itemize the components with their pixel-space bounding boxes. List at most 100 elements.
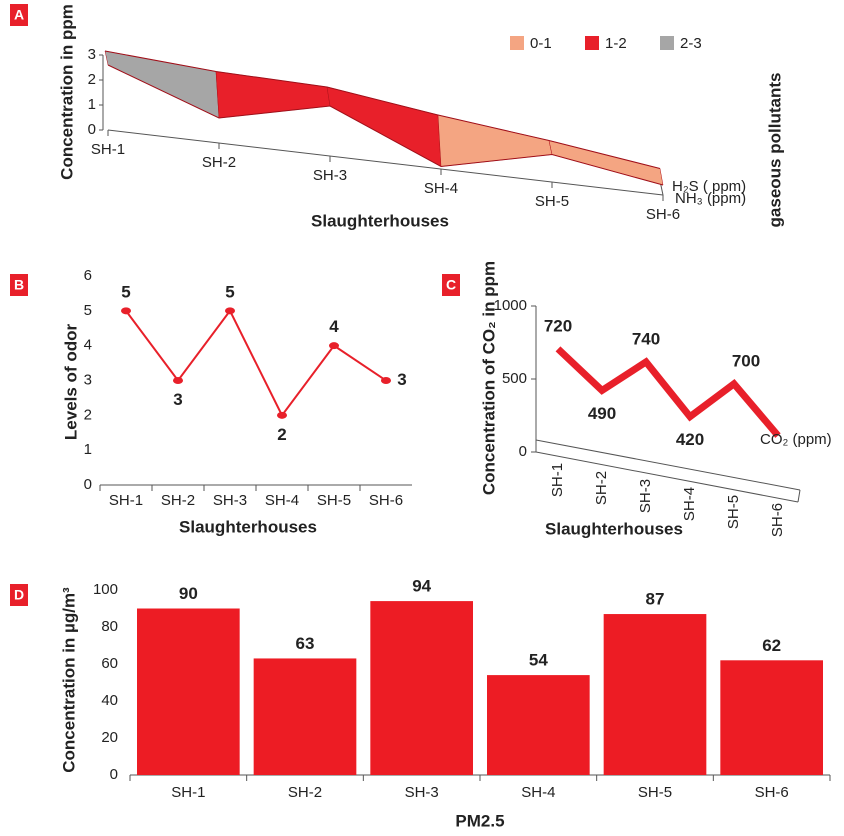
data-label: 63: [296, 634, 315, 653]
y-tick-label: 4: [84, 337, 92, 354]
y-axis-title: Levels of odor: [61, 324, 80, 441]
y-tick-label: 3: [84, 371, 92, 388]
panel-badge: [442, 274, 460, 296]
bar: [603, 614, 707, 775]
bar: [720, 660, 823, 775]
x-tick-label: SH-3: [405, 784, 439, 801]
marker: [121, 307, 131, 315]
surface-patch: [437, 114, 553, 167]
data-label: 62: [762, 636, 781, 655]
x-tick-label: SH-6: [755, 784, 789, 801]
x-tick-label: SH-2: [202, 154, 236, 171]
x-tick-label: SH-1: [109, 492, 143, 509]
data-label: 3: [397, 370, 406, 389]
data-label: 700: [732, 351, 760, 370]
data-label: 94: [412, 577, 431, 596]
x-tick-label: SH-4: [521, 784, 555, 801]
y-tick-label: 60: [101, 655, 118, 672]
y-tick-label: 2: [88, 71, 96, 88]
marker: [277, 411, 287, 419]
data-label: 720: [544, 316, 572, 335]
x-axis-title: Slaughterhouses: [311, 211, 449, 230]
y-tick-label: 80: [101, 618, 118, 635]
y-axis-title: Concentration in µg/m³: [59, 587, 78, 773]
line: [125, 308, 387, 418]
x-tick-label: SH-5: [535, 193, 569, 210]
y-tick-label: 0: [110, 766, 118, 783]
x-tick-label: SH-5: [638, 784, 672, 801]
surface-patch: [326, 86, 442, 167]
data-label: 420: [676, 430, 704, 449]
x-tick-label: SH-2: [161, 492, 195, 509]
x-tick-label: SH-4: [424, 180, 458, 197]
marker: [173, 377, 183, 384]
y-tick-label: 3: [88, 46, 96, 63]
panel-label: C: [446, 277, 456, 293]
surface-edge: [104, 50, 661, 169]
legend-swatch: [510, 36, 524, 50]
data-label: 490: [588, 404, 616, 423]
depth-label: NH₃ (ppm): [675, 190, 746, 207]
legend-label: 2-3: [680, 35, 702, 52]
data-label: 54: [529, 651, 548, 670]
legend-label: 0-1: [530, 35, 552, 52]
y-tick-label: 1: [84, 441, 92, 458]
bar: [370, 601, 473, 775]
x-tick-label: SH-3: [313, 167, 347, 184]
x-tick-label: SH-5: [317, 492, 351, 509]
marker: [329, 342, 339, 350]
legend-label: 1-2: [605, 35, 627, 52]
panel-badge: [10, 4, 28, 26]
y-tick-label: 5: [84, 302, 92, 319]
y-tick-label: 40: [101, 692, 118, 709]
ribbon: [555, 346, 781, 438]
legend-swatch: [585, 36, 599, 50]
y-tick-label: 0: [88, 121, 96, 138]
x-tick-label: SH-3: [213, 492, 247, 509]
y-axis-title: Concentration in ppm: [57, 4, 76, 180]
panel-label: B: [14, 277, 24, 293]
legend-swatch: [660, 36, 674, 50]
x-tick-label: SH-2: [593, 471, 610, 505]
surface-patch: [548, 140, 664, 186]
x-tick-label: SH-3: [637, 479, 654, 513]
x-axis-title: PM2.5: [455, 811, 504, 830]
y-tick-label: 20: [101, 729, 118, 746]
y-tick-label: 0: [84, 476, 92, 493]
x-axis: [107, 129, 664, 196]
y-tick-label: 1000: [494, 297, 527, 314]
series-label: CO₂ (ppm): [760, 431, 832, 448]
x-tick-label: SH-1: [549, 463, 566, 497]
y-tick-label: 6: [84, 267, 92, 284]
data-label: 5: [225, 282, 234, 301]
x-tick-label: SH-6: [646, 206, 680, 223]
bar: [253, 658, 357, 775]
data-label: 5: [121, 282, 130, 301]
x-axis-title: Slaughterhouses: [179, 517, 317, 536]
x-axis-title: Slaughterhouses: [545, 519, 683, 538]
data-label: 2: [277, 425, 286, 444]
x-tick-label: SH-6: [369, 492, 403, 509]
depth-label: H₂S ( ppm): [672, 178, 746, 195]
y-tick-label: 2: [84, 406, 92, 423]
x-tick-label: SH-4: [681, 487, 698, 521]
x-tick-label: SH-1: [91, 141, 125, 158]
x-tick-label: SH-2: [288, 784, 322, 801]
bar: [487, 675, 590, 775]
y-axis-title: Concentration of CO₂ in ppm: [479, 261, 498, 495]
panel-label: D: [14, 587, 24, 603]
panel-label: A: [14, 7, 24, 23]
x-axis: [535, 439, 801, 491]
y-tick-label: 500: [502, 370, 527, 387]
panel-badge: [10, 584, 28, 606]
marker: [225, 307, 235, 315]
x-tick-label: SH-6: [769, 503, 786, 537]
data-label: 4: [329, 317, 339, 336]
x-axis-front: [535, 451, 799, 503]
depth-axis: [797, 489, 801, 503]
surface-edge: [107, 64, 664, 186]
y-tick-label: 1: [88, 96, 96, 113]
x-tick-label: SH-4: [265, 492, 299, 509]
x-tick-label: SH-5: [725, 495, 742, 529]
